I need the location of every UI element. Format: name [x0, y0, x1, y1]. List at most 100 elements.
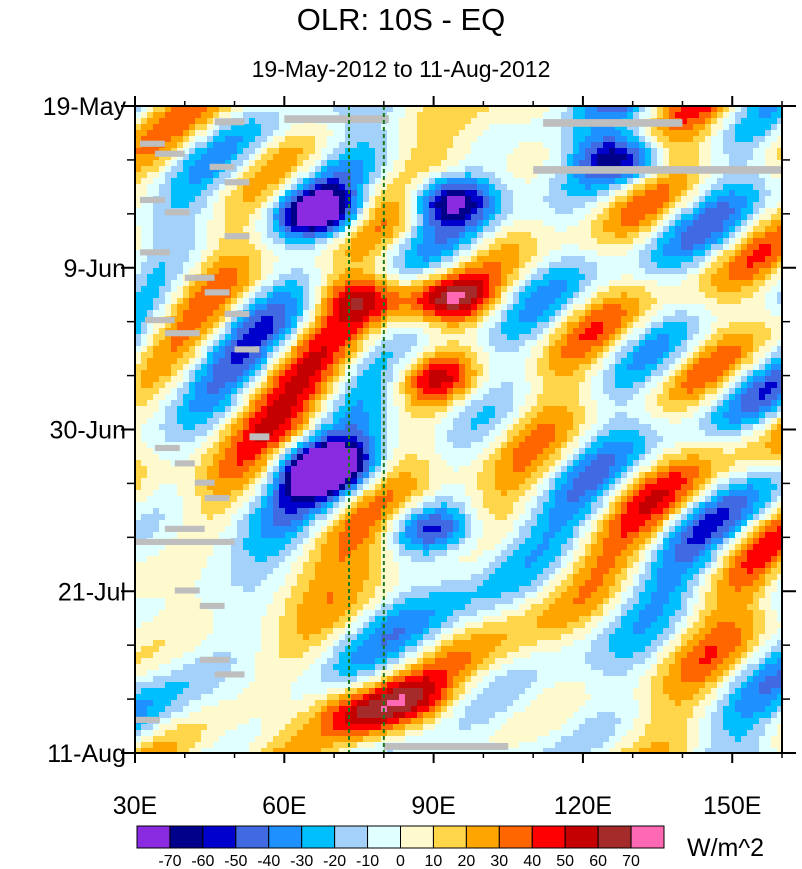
field-cell: [237, 286, 244, 293]
field-cell: [627, 142, 634, 149]
field-cell: [369, 358, 376, 365]
field-cell: [567, 148, 574, 155]
field-cell: [285, 250, 292, 257]
field-cell: [561, 184, 568, 191]
field-cell: [549, 370, 556, 377]
field-cell: [243, 244, 250, 251]
field-cell: [291, 220, 298, 227]
field-cell: [267, 334, 274, 341]
field-cell: [153, 322, 160, 329]
field-cell: [585, 136, 592, 143]
field-cell: [189, 292, 196, 299]
field-cell: [555, 346, 562, 353]
field-cell: [543, 112, 550, 119]
field-cell: [453, 256, 460, 263]
field-cell: [537, 214, 544, 221]
field-cell: [327, 202, 334, 209]
field-cell: [387, 226, 394, 233]
field-cell: [675, 304, 682, 311]
field-cell: [237, 298, 244, 305]
field-cell: [279, 160, 286, 167]
field-cell: [621, 196, 628, 203]
field-cell: [381, 214, 388, 221]
field-cell: [657, 376, 664, 383]
field-cell: [231, 112, 238, 119]
field-cell: [591, 172, 598, 179]
field-cell: [369, 232, 376, 239]
field-cell: [249, 160, 256, 167]
field-cell: [135, 256, 142, 263]
field-cell: [639, 298, 646, 305]
field-cell: [189, 322, 196, 329]
field-cell: [357, 352, 364, 359]
field-cell: [333, 322, 340, 329]
field-cell: [555, 370, 562, 377]
field-cell: [639, 172, 646, 179]
field-cell: [669, 238, 676, 245]
field-cell: [249, 172, 256, 179]
field-cell: [237, 292, 244, 299]
field-cell: [231, 190, 238, 197]
field-cell: [705, 322, 712, 329]
field-cell: [501, 172, 508, 179]
field-cell: [525, 118, 532, 125]
field-cell: [645, 298, 652, 305]
field-cell: [135, 112, 142, 119]
field-cell: [495, 346, 502, 353]
field-cell: [507, 298, 514, 305]
field-cell: [531, 358, 538, 365]
field-cell: [429, 370, 436, 377]
field-cell: [291, 196, 298, 203]
field-cell: [219, 286, 226, 293]
field-cell: [435, 130, 442, 137]
field-cell: [639, 256, 646, 263]
field-cell: [405, 316, 412, 323]
field-cell: [423, 160, 430, 167]
field-cell: [429, 346, 436, 353]
field-cell: [135, 238, 142, 245]
field-cell: [213, 202, 220, 209]
field-cell: [165, 274, 172, 281]
field-cell: [645, 160, 652, 167]
field-cell: [231, 328, 238, 335]
field-cell: [327, 232, 334, 239]
field-cell: [585, 160, 592, 167]
field-cell: [549, 202, 556, 209]
field-cell: [777, 358, 783, 365]
field-cell: [159, 292, 166, 299]
field-cell: [549, 142, 556, 149]
field-cell: [171, 334, 178, 341]
field-cell: [531, 106, 538, 113]
field-cell: [777, 262, 783, 269]
field-cell: [375, 202, 382, 209]
field-cell: [465, 262, 472, 269]
field-cell: [333, 340, 340, 347]
field-cell: [309, 226, 316, 233]
field-cell: [297, 256, 304, 263]
field-cell: [777, 202, 783, 209]
field-cell: [507, 262, 514, 269]
field-cell: [315, 244, 322, 251]
field-cell: [267, 262, 274, 269]
field-cell: [429, 226, 436, 233]
field-cell: [765, 274, 772, 281]
field-cell: [669, 124, 676, 131]
field-cell: [381, 298, 388, 305]
field-cell: [483, 352, 490, 359]
field-cell: [423, 310, 430, 317]
field-cell: [537, 274, 544, 281]
field-cell: [441, 136, 448, 143]
field-cell: [747, 118, 754, 125]
field-cell: [363, 370, 370, 377]
field-cell: [183, 346, 190, 353]
field-cell: [573, 184, 580, 191]
field-cell: [327, 178, 334, 185]
field-cell: [507, 346, 514, 353]
field-cell: [213, 178, 220, 185]
field-cell: [639, 142, 646, 149]
field-cell: [141, 208, 148, 215]
field-cell: [531, 172, 538, 179]
field-cell: [777, 310, 783, 317]
field-cell: [585, 196, 592, 203]
field-cell: [579, 364, 586, 371]
